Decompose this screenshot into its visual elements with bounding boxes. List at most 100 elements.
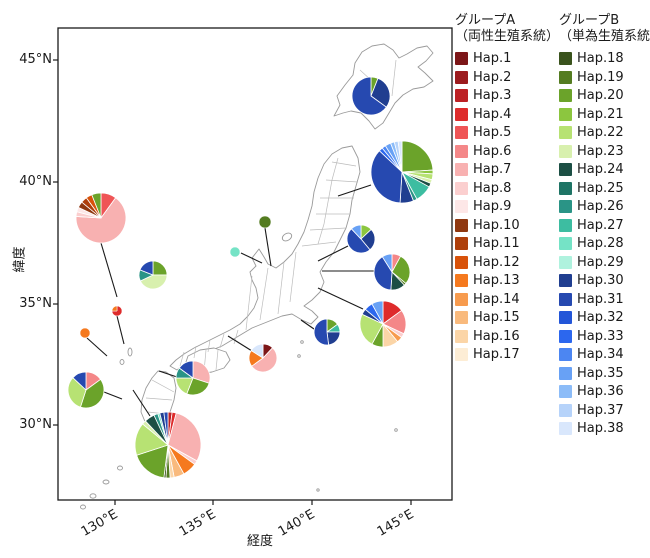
legend-item: Hap.5: [455, 126, 551, 139]
pie-slice: [351, 224, 362, 240]
legend-item: Hap.12: [455, 254, 551, 270]
island-okinawa-2: [102, 479, 110, 485]
legend-item-label: Hap.6: [473, 143, 512, 159]
legend-swatch: [455, 292, 468, 306]
pie-slice: [167, 412, 202, 462]
island-remote-1: [394, 428, 398, 432]
island-izu-2: [297, 354, 301, 358]
leader-line: [240, 252, 263, 264]
leader-line: [103, 391, 123, 400]
legend-item-label: Hap.28: [577, 236, 624, 251]
legend-item: Hap.6: [455, 143, 551, 159]
pie-slice: [370, 77, 391, 108]
pie-site-red-dot: [111, 305, 123, 317]
legend-item-label: Hap.4: [473, 106, 512, 122]
legend-swatch: [455, 126, 468, 139]
pie-site-cyan-dot: [229, 246, 241, 258]
legend-swatch: [455, 200, 468, 213]
leader-line: [317, 287, 364, 310]
legend-item: Hap.37: [559, 402, 650, 418]
legend-swatch: [559, 181, 572, 195]
legend-item-label: Hap.22: [577, 125, 624, 140]
legend-swatch: [455, 52, 468, 65]
legend-item-label: Hap.24: [577, 162, 624, 177]
leader-lines: [86, 184, 374, 417]
legend-item-label: Hap.2: [473, 69, 512, 85]
legend-swatch: [455, 89, 468, 102]
legend-item-label: Hap.16: [473, 328, 520, 344]
legend-item: Hap.26: [559, 200, 650, 213]
legend-item-label: Hap.31: [577, 291, 624, 307]
pie-site-shikoku: [175, 360, 211, 396]
legend-item-label: Hap.25: [577, 180, 624, 196]
legend-swatch: [455, 107, 468, 121]
pie-slice: [67, 377, 87, 408]
pie-site-hokkaido: [351, 76, 391, 116]
pie-slice: [139, 274, 168, 290]
pie-site-tokyo-small: [313, 318, 341, 346]
legend-swatch: [559, 366, 572, 380]
legend-swatch: [559, 144, 572, 158]
legend-group-b-subtitle: （単為生殖系統）: [559, 29, 650, 44]
legend-swatch: [455, 274, 468, 287]
pie-slice: [91, 192, 102, 219]
legend-swatch: [559, 237, 572, 250]
legend-swatch: [559, 52, 572, 65]
pie-site-izu: [248, 343, 278, 373]
legend-swatch: [559, 292, 572, 306]
leader-line: [86, 337, 108, 357]
leader-line: [264, 227, 272, 267]
legend-group-a-title: グループA: [455, 13, 516, 28]
legend-group-b-items: Hap.18 Hap.19 Hap.20 Hap.21 Hap.22 Hap.23 Hap.…: [559, 52, 650, 435]
legend-item-label: Hap.27: [577, 217, 624, 233]
legend-item-label: Hap.30: [577, 273, 624, 288]
legend-item-label: Hap.12: [473, 254, 520, 270]
legend-item-label: Hap.26: [577, 199, 624, 214]
legend-item-label: Hap.37: [577, 402, 624, 418]
leader-line: [100, 242, 118, 298]
legend-item-label: Hap.8: [473, 180, 512, 196]
legend-swatch: [559, 311, 572, 324]
pie-site-orange-dot: [79, 327, 91, 339]
legend-item: Hap.32: [559, 311, 650, 324]
legend-item: Hap.18: [559, 52, 650, 65]
pie-slice: [178, 360, 194, 379]
pie-slice: [258, 215, 272, 229]
legend-group-b: グループB （単為生殖系統） Hap.18Hap.19Hap.20Hap.21H…: [559, 13, 650, 441]
leader-line: [227, 335, 253, 352]
pie-slice: [139, 260, 154, 276]
legend-item: Hap.10: [455, 218, 551, 232]
pie-slice: [80, 379, 105, 409]
island-okinawa-3: [89, 493, 97, 499]
pie-slice: [371, 300, 384, 325]
legend-item-label: Hap.38: [577, 421, 624, 436]
pie-site-noto-pink-large: [75, 192, 127, 244]
legend-item: Hap.14: [455, 292, 551, 306]
pie-site-kyushu: [67, 371, 105, 409]
legend-item: Hap.16: [455, 328, 551, 344]
island-tsushima: [127, 347, 133, 357]
legend-item-label: Hap.21: [577, 106, 624, 122]
legend-swatch: [455, 70, 468, 84]
pie-site-south-large: [134, 411, 202, 479]
legend-swatch: [559, 274, 572, 287]
pie-site-fukushima: [373, 253, 411, 291]
legend-item: Hap.1: [455, 52, 551, 65]
legend-item-label: Hap.35: [577, 365, 624, 381]
pie-slice: [79, 327, 91, 339]
legend-item: Hap.29: [559, 255, 650, 269]
legend-item: Hap.38: [559, 422, 650, 435]
legend-group-a: グループA （両性生殖系統） Hap.1 Hap.2 Hap.3 Hap.4 Hap.5…: [455, 13, 559, 441]
leader-line: [158, 370, 178, 378]
legend-swatch: [455, 144, 468, 158]
legend-group-a-items: Hap.1 Hap.2 Hap.3 Hap.4 Hap.5 Hap.6 Hap.7 Hap.8…: [455, 52, 551, 361]
leader-line: [317, 245, 349, 262]
legend-swatch: [455, 329, 468, 343]
legend-item-label: Hap.36: [577, 384, 624, 399]
legend-item-label: Hap.3: [473, 88, 512, 103]
legend-swatch: [455, 348, 468, 361]
legend-item-label: Hap.13: [473, 273, 520, 288]
legend-swatch: [559, 107, 572, 121]
